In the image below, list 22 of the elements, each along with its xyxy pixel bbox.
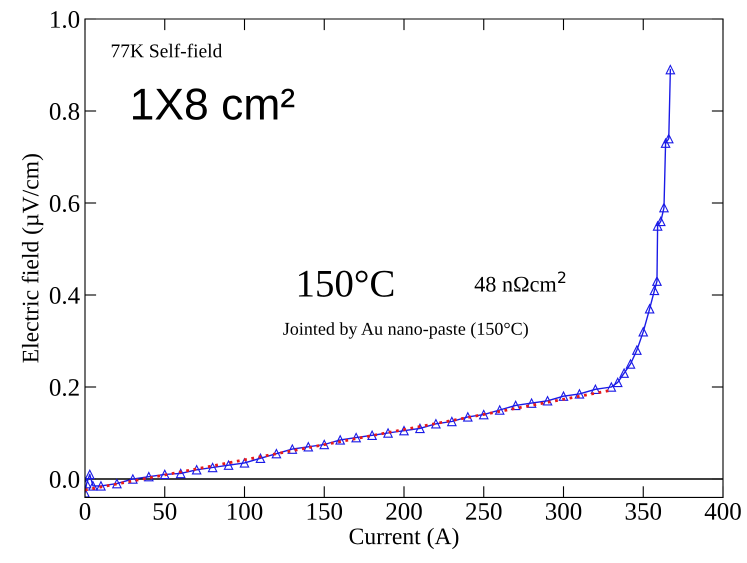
- x-tick-label: 250: [466, 502, 502, 520]
- y-tick-label: 0.4: [50, 287, 80, 304]
- x-tick-label: 400: [704, 502, 741, 520]
- y-tick-label: 0.0: [50, 471, 80, 488]
- annotation: 1X8 cm²: [133, 88, 294, 120]
- x-tick-label: 0: [80, 502, 90, 520]
- y-tick-label: 0.2: [50, 379, 79, 396]
- x-axis-title: Current (A): [350, 528, 458, 550]
- annotation: Jointed by Au nano-paste (150°C): [283, 322, 528, 339]
- x-tick-label: 50: [154, 502, 176, 520]
- x-tick-label: 100: [228, 502, 262, 520]
- annotation: 48 nΩcm$^{2}$: [474, 271, 566, 292]
- y-tick-label: 0.8: [50, 103, 80, 120]
- y-tick-label: 0.6: [50, 195, 80, 212]
- annotation: 77K Self-field: [112, 44, 222, 58]
- x-tick-label: 200: [386, 502, 422, 520]
- x-tick-label: 300: [546, 502, 582, 520]
- y-axis-title: Electric field (µV/cm): [22, 154, 44, 363]
- annotation: 150°C: [298, 270, 394, 297]
- x-tick-label: 150: [308, 502, 342, 520]
- x-tick-label: 350: [626, 502, 662, 520]
- y-tick-label: 1.0: [51, 11, 80, 28]
